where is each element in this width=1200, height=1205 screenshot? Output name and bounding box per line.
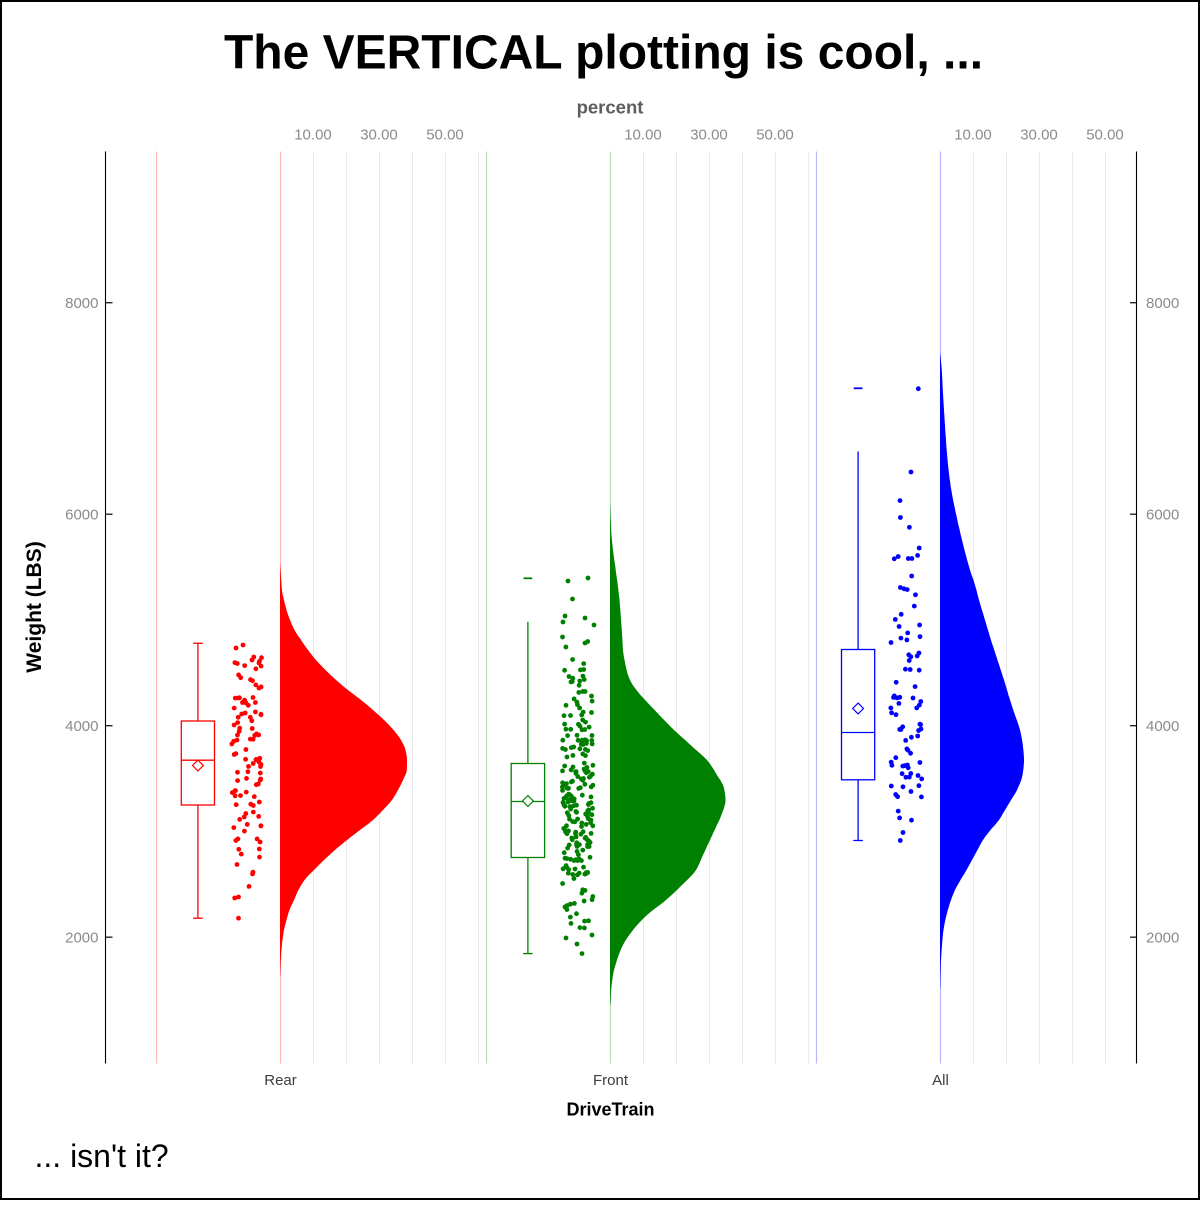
svg-text:30.00: 30.00 bbox=[1020, 127, 1058, 144]
svg-text:30.00: 30.00 bbox=[360, 127, 398, 144]
svg-text:percent: percent bbox=[577, 97, 644, 118]
svg-text:8000: 8000 bbox=[65, 295, 98, 312]
svg-text:6000: 6000 bbox=[65, 507, 98, 524]
svg-text:50.00: 50.00 bbox=[426, 127, 464, 144]
svg-text:4000: 4000 bbox=[65, 718, 98, 735]
svg-text:50.00: 50.00 bbox=[1086, 127, 1124, 144]
svg-text:2000: 2000 bbox=[1146, 930, 1179, 947]
svg-text:50.00: 50.00 bbox=[756, 127, 794, 144]
svg-text:4000: 4000 bbox=[1146, 718, 1179, 735]
svg-text:Weight (LBS): Weight (LBS) bbox=[23, 541, 46, 672]
svg-text:The VERTICAL plotting is cool,: The VERTICAL plotting is cool, ... bbox=[224, 27, 983, 80]
svg-text:DriveTrain: DriveTrain bbox=[566, 1100, 654, 1120]
svg-text:10.00: 10.00 bbox=[954, 127, 992, 144]
svg-text:Front: Front bbox=[593, 1072, 629, 1089]
svg-text:... isn't it?: ... isn't it? bbox=[35, 1138, 169, 1174]
svg-text:2000: 2000 bbox=[65, 930, 98, 947]
svg-text:All: All bbox=[932, 1072, 949, 1089]
svg-text:30.00: 30.00 bbox=[690, 127, 728, 144]
svg-text:10.00: 10.00 bbox=[294, 127, 332, 144]
svg-text:Rear: Rear bbox=[264, 1072, 297, 1089]
svg-text:10.00: 10.00 bbox=[624, 127, 662, 144]
svg-text:8000: 8000 bbox=[1146, 295, 1179, 312]
svg-text:6000: 6000 bbox=[1146, 507, 1179, 524]
